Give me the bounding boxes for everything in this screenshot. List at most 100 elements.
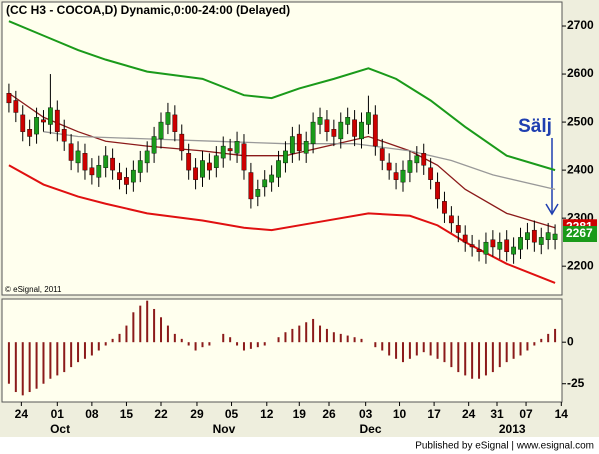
- histogram-bar: [554, 328, 557, 343]
- candle-body: [82, 153, 88, 171]
- histogram-bar: [422, 342, 425, 353]
- histogram-bar: [242, 342, 245, 351]
- footer-bar: [0, 437, 599, 454]
- candle-body: [144, 150, 150, 164]
- y-tick-label: 2200: [567, 258, 594, 272]
- histogram-bar: [298, 325, 301, 343]
- histogram-bar: [533, 342, 536, 346]
- candle-body: [531, 229, 537, 243]
- candle-body: [61, 129, 67, 142]
- histogram-bar: [35, 342, 38, 389]
- histogram-bar: [63, 342, 66, 373]
- candle-body: [269, 174, 275, 183]
- candle-body: [27, 129, 33, 137]
- candle-body: [165, 112, 171, 125]
- histogram-bar: [166, 325, 169, 343]
- histogram-bar: [111, 338, 114, 343]
- candle-body: [124, 177, 129, 185]
- candle-body: [511, 246, 517, 255]
- candle-body: [421, 153, 427, 166]
- copyright: © eSignal, 2011: [5, 285, 62, 294]
- histogram-bar: [519, 342, 522, 356]
- candle-body: [89, 167, 95, 176]
- candle-body: [338, 121, 344, 140]
- histogram-bar: [222, 333, 225, 343]
- candle-body: [462, 234, 468, 243]
- histogram-bar: [450, 342, 453, 368]
- histogram-bar: [339, 333, 342, 343]
- histogram-bar: [471, 342, 474, 379]
- candle-body: [283, 150, 288, 164]
- histogram-bar: [512, 342, 515, 359]
- x-tick-label: 15: [120, 407, 134, 421]
- candle-body: [448, 215, 454, 224]
- histogram-bar: [277, 337, 280, 343]
- x-tick-label: 10: [393, 407, 407, 421]
- histogram-bar: [104, 342, 107, 346]
- histogram-bar: [429, 342, 432, 356]
- candle-body: [103, 155, 109, 168]
- candle-body: [490, 239, 496, 248]
- histogram-bar: [263, 342, 266, 346]
- candle-body: [469, 244, 475, 248]
- histogram-bar: [201, 342, 204, 348]
- month-label: Oct: [50, 422, 70, 436]
- y-tick-label: 2700: [567, 18, 594, 32]
- candle-body: [54, 109, 60, 132]
- candle-body: [352, 119, 357, 137]
- histogram-bar: [436, 342, 439, 359]
- histogram-bar: [146, 300, 149, 343]
- x-tick-label: 05: [225, 407, 239, 421]
- histogram-bar: [153, 308, 156, 343]
- candle-body: [227, 148, 233, 152]
- candle-body: [372, 114, 378, 147]
- candle-body: [47, 107, 53, 125]
- histogram-bar: [90, 342, 93, 356]
- histogram-bar: [408, 342, 411, 359]
- x-tick-label: 24: [462, 407, 476, 421]
- candle-body: [497, 241, 503, 250]
- candle-body: [207, 162, 212, 171]
- indicator-line: [8, 20, 556, 172]
- candle-body: [158, 121, 164, 140]
- candle-body: [345, 117, 351, 125]
- candle-body: [366, 112, 371, 125]
- candle-body: [213, 155, 219, 168]
- x-tick-label: 07: [519, 407, 533, 421]
- candle-body: [552, 233, 558, 240]
- histogram-bar: [305, 322, 308, 343]
- histogram-bar: [284, 332, 287, 343]
- candle-body: [296, 133, 302, 152]
- histogram-bar: [83, 342, 86, 359]
- candle-body: [172, 114, 178, 132]
- histogram-bar: [388, 342, 391, 356]
- footer: Published by eSignal | www.esignal.com: [415, 441, 594, 452]
- candle-body: [130, 169, 136, 183]
- histogram-bar: [139, 305, 142, 343]
- candle-body: [117, 172, 122, 180]
- histogram-bar: [208, 342, 211, 346]
- y-tick-label: 2600: [567, 66, 594, 80]
- candle-body: [68, 143, 74, 161]
- candle-body: [435, 181, 440, 200]
- month-label: Dec: [359, 422, 381, 436]
- candle-body: [400, 169, 406, 183]
- candle-body: [41, 119, 46, 123]
- histogram-bar: [478, 342, 481, 379]
- candle-body: [414, 155, 420, 164]
- histogram-bar: [291, 328, 294, 343]
- histogram-bar: [56, 342, 59, 376]
- candle-body: [331, 129, 337, 137]
- candle-body: [6, 93, 12, 104]
- candle-body: [34, 117, 39, 135]
- candle-body: [428, 167, 434, 180]
- indicator-line: [8, 164, 556, 284]
- histogram-bar: [346, 335, 349, 343]
- candle-body: [393, 172, 399, 180]
- candle-body: [545, 232, 551, 240]
- x-tick-label: 26: [322, 407, 336, 421]
- candle-body: [20, 114, 26, 132]
- histogram-bar: [125, 325, 128, 343]
- candle-body: [379, 148, 385, 161]
